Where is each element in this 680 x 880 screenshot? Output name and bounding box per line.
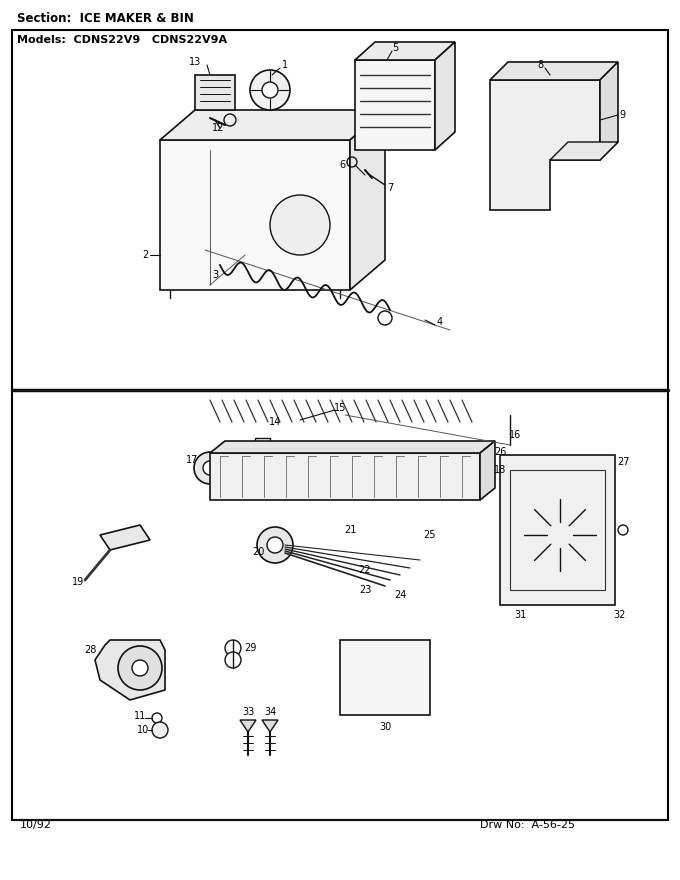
Circle shape — [378, 311, 392, 325]
Bar — [510, 470, 605, 590]
Text: 14: 14 — [269, 417, 281, 427]
Text: 25: 25 — [424, 530, 437, 540]
Text: 5: 5 — [392, 43, 398, 53]
Polygon shape — [95, 640, 165, 700]
Text: 33: 33 — [242, 707, 254, 717]
Polygon shape — [550, 142, 618, 160]
Text: 1: 1 — [282, 60, 288, 70]
Text: 17: 17 — [186, 455, 198, 465]
Text: 22: 22 — [359, 565, 371, 575]
Polygon shape — [490, 80, 600, 210]
Text: 28: 28 — [84, 645, 96, 655]
Text: 11: 11 — [134, 711, 146, 721]
Bar — [340, 640, 430, 715]
Polygon shape — [240, 720, 256, 732]
Text: 20: 20 — [252, 547, 265, 557]
Text: 16: 16 — [509, 430, 521, 440]
Text: 7: 7 — [387, 183, 393, 193]
Text: 18: 18 — [494, 465, 506, 475]
Polygon shape — [350, 110, 385, 290]
Circle shape — [132, 660, 148, 676]
Bar — [12, 30, 668, 820]
Text: 9: 9 — [619, 110, 625, 120]
Circle shape — [152, 722, 168, 738]
Circle shape — [250, 70, 290, 110]
Circle shape — [203, 461, 217, 475]
Polygon shape — [160, 110, 385, 140]
Polygon shape — [100, 525, 150, 550]
Text: 3: 3 — [212, 270, 218, 280]
Polygon shape — [262, 720, 278, 732]
Circle shape — [270, 195, 330, 255]
Text: 31: 31 — [514, 610, 526, 620]
Text: Models:  CDNS22V9   CDNS22V9A: Models: CDNS22V9 CDNS22V9A — [17, 35, 227, 45]
Circle shape — [194, 452, 226, 484]
Polygon shape — [355, 42, 455, 60]
Text: 32: 32 — [614, 610, 626, 620]
Circle shape — [262, 82, 278, 98]
Text: 34: 34 — [264, 707, 276, 717]
Text: 8: 8 — [537, 60, 543, 70]
Polygon shape — [435, 42, 455, 150]
Text: Section:  ICE MAKER & BIN: Section: ICE MAKER & BIN — [17, 11, 194, 25]
Text: 6: 6 — [339, 160, 345, 170]
Text: Drw No:  A-56-25: Drw No: A-56-25 — [480, 820, 575, 830]
Text: 26: 26 — [494, 447, 506, 457]
Circle shape — [118, 646, 162, 690]
Circle shape — [257, 527, 293, 563]
Text: 29: 29 — [244, 643, 256, 653]
Polygon shape — [600, 62, 618, 160]
Circle shape — [548, 523, 572, 547]
Circle shape — [267, 537, 283, 553]
Polygon shape — [210, 441, 495, 453]
Polygon shape — [195, 75, 235, 110]
Text: 2: 2 — [142, 250, 148, 260]
Polygon shape — [355, 60, 435, 150]
Text: 13: 13 — [189, 57, 201, 67]
Circle shape — [225, 652, 241, 668]
Bar — [500, 455, 615, 605]
Text: 27: 27 — [617, 457, 630, 467]
Circle shape — [522, 497, 598, 573]
Text: 23: 23 — [359, 585, 371, 595]
Text: 10: 10 — [137, 725, 149, 735]
Text: 21: 21 — [344, 525, 356, 535]
Polygon shape — [160, 140, 350, 290]
Text: 4: 4 — [437, 317, 443, 327]
Polygon shape — [490, 62, 618, 80]
Text: 19: 19 — [72, 577, 84, 587]
Text: 12: 12 — [211, 123, 224, 133]
Text: 30: 30 — [379, 722, 391, 732]
Polygon shape — [480, 441, 495, 500]
Text: 15: 15 — [334, 403, 346, 413]
Circle shape — [225, 640, 241, 656]
Text: 24: 24 — [394, 590, 406, 600]
Polygon shape — [210, 453, 480, 500]
Text: 10/92: 10/92 — [20, 820, 52, 830]
